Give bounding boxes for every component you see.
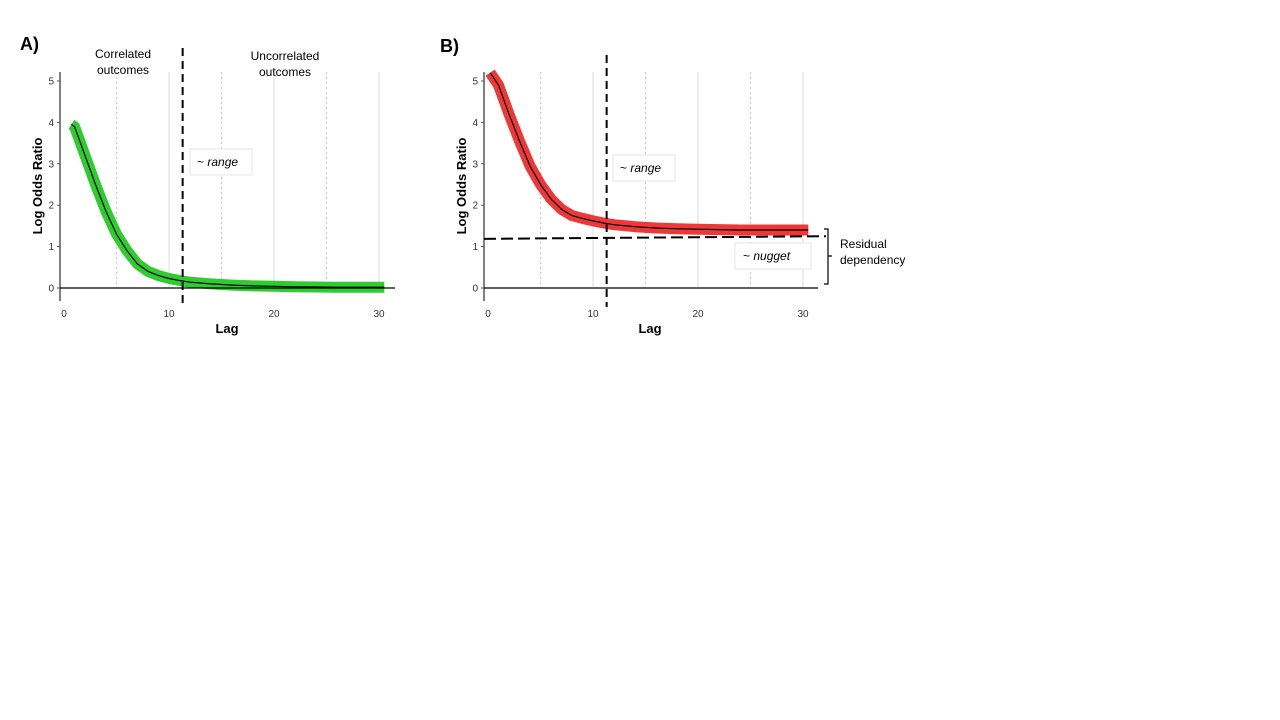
panel-b-x-tick-label: 30 [797,309,809,320]
panel-a-axes: 0 1 2 3 4 5 0 10 20 30 [48,72,395,320]
panel-b-y-tick-label: 3 [472,159,478,170]
panel-b-annotations: ~ range ~ nugget Residual dependency [483,55,905,307]
panel-b-y-tick-label: 2 [472,201,478,212]
panel-b-range-label: ~ range [620,161,661,175]
panel-b-xlabel: Lag [638,321,661,336]
residual-bracket [824,228,832,285]
panel-b-y-tick-label: 1 [472,242,478,253]
panel-a-y-tick-label: 1 [48,242,54,253]
panel-b-band [485,69,809,236]
panel-a-ylabel: Log Odds Ratio [30,138,45,235]
panel-a-x-tick-label: 0 [61,309,67,320]
panel-b-y-tick-label: 4 [472,118,478,129]
panel-a-y-tick-label: 5 [48,77,54,88]
panel-a: A) 0 1 2 3 4 5 0 10 20 30 Correlated outcomes Unc… [20,34,395,336]
panel-b-x-tick-label: 0 [485,309,491,320]
panel-a-xlabel: Lag [215,321,238,336]
panel-b-nugget-box [734,242,812,270]
uncorrelated-label-line2: outcomes [259,65,311,79]
uncorrelated-label-line1: Uncorrelated [251,49,320,63]
panel-b-axes: 0 1 2 3 4 5 0 10 20 30 [472,72,818,320]
panel-b-ylabel: Log Odds Ratio [454,138,469,235]
panel-a-range-box [189,148,253,176]
panel-a-y-tick-label: 0 [48,284,54,295]
panel-b-x-tick-label: 20 [692,309,704,320]
panel-a-y-tick-label: 4 [48,118,54,129]
panel-a-range-label: ~ range [197,155,238,169]
panel-a-grid [116,72,380,288]
panel-b-y-tick-label: 5 [472,77,478,88]
panel-b-nugget-line [483,235,827,240]
panel-b-range-box [612,154,676,182]
panel-b-nugget-label: ~ nugget [743,249,791,263]
panel-a-band [68,119,385,293]
panel-a-label: A) [20,34,39,54]
panel-b-ci-band [485,69,809,236]
panel-a-annotations: Correlated outcomes Uncorrelated outcome… [95,47,319,307]
correlated-label-line2: outcomes [97,63,149,77]
residual-label-line1: Residual [840,237,887,251]
panel-a-fitted-line [70,123,385,288]
panel-b-fitted-line [489,72,809,231]
panel-b: B) 0 1 2 3 4 5 0 10 20 30 ~ range ~ nugget Residu… [440,36,905,336]
panel-b-x-tick-label: 10 [587,309,599,320]
panel-a-x-tick-label: 10 [163,309,175,320]
panel-a-x-tick-label: 20 [268,309,280,320]
panel-b-label: B) [440,36,459,56]
panel-a-y-tick-label: 3 [48,159,54,170]
panel-b-y-tick-label: 0 [472,284,478,295]
panel-a-y-tick-label: 2 [48,201,54,212]
residual-label-line2: dependency [840,253,905,267]
panel-a-x-tick-label: 30 [373,309,385,320]
correlated-label-line1: Correlated [95,47,151,61]
